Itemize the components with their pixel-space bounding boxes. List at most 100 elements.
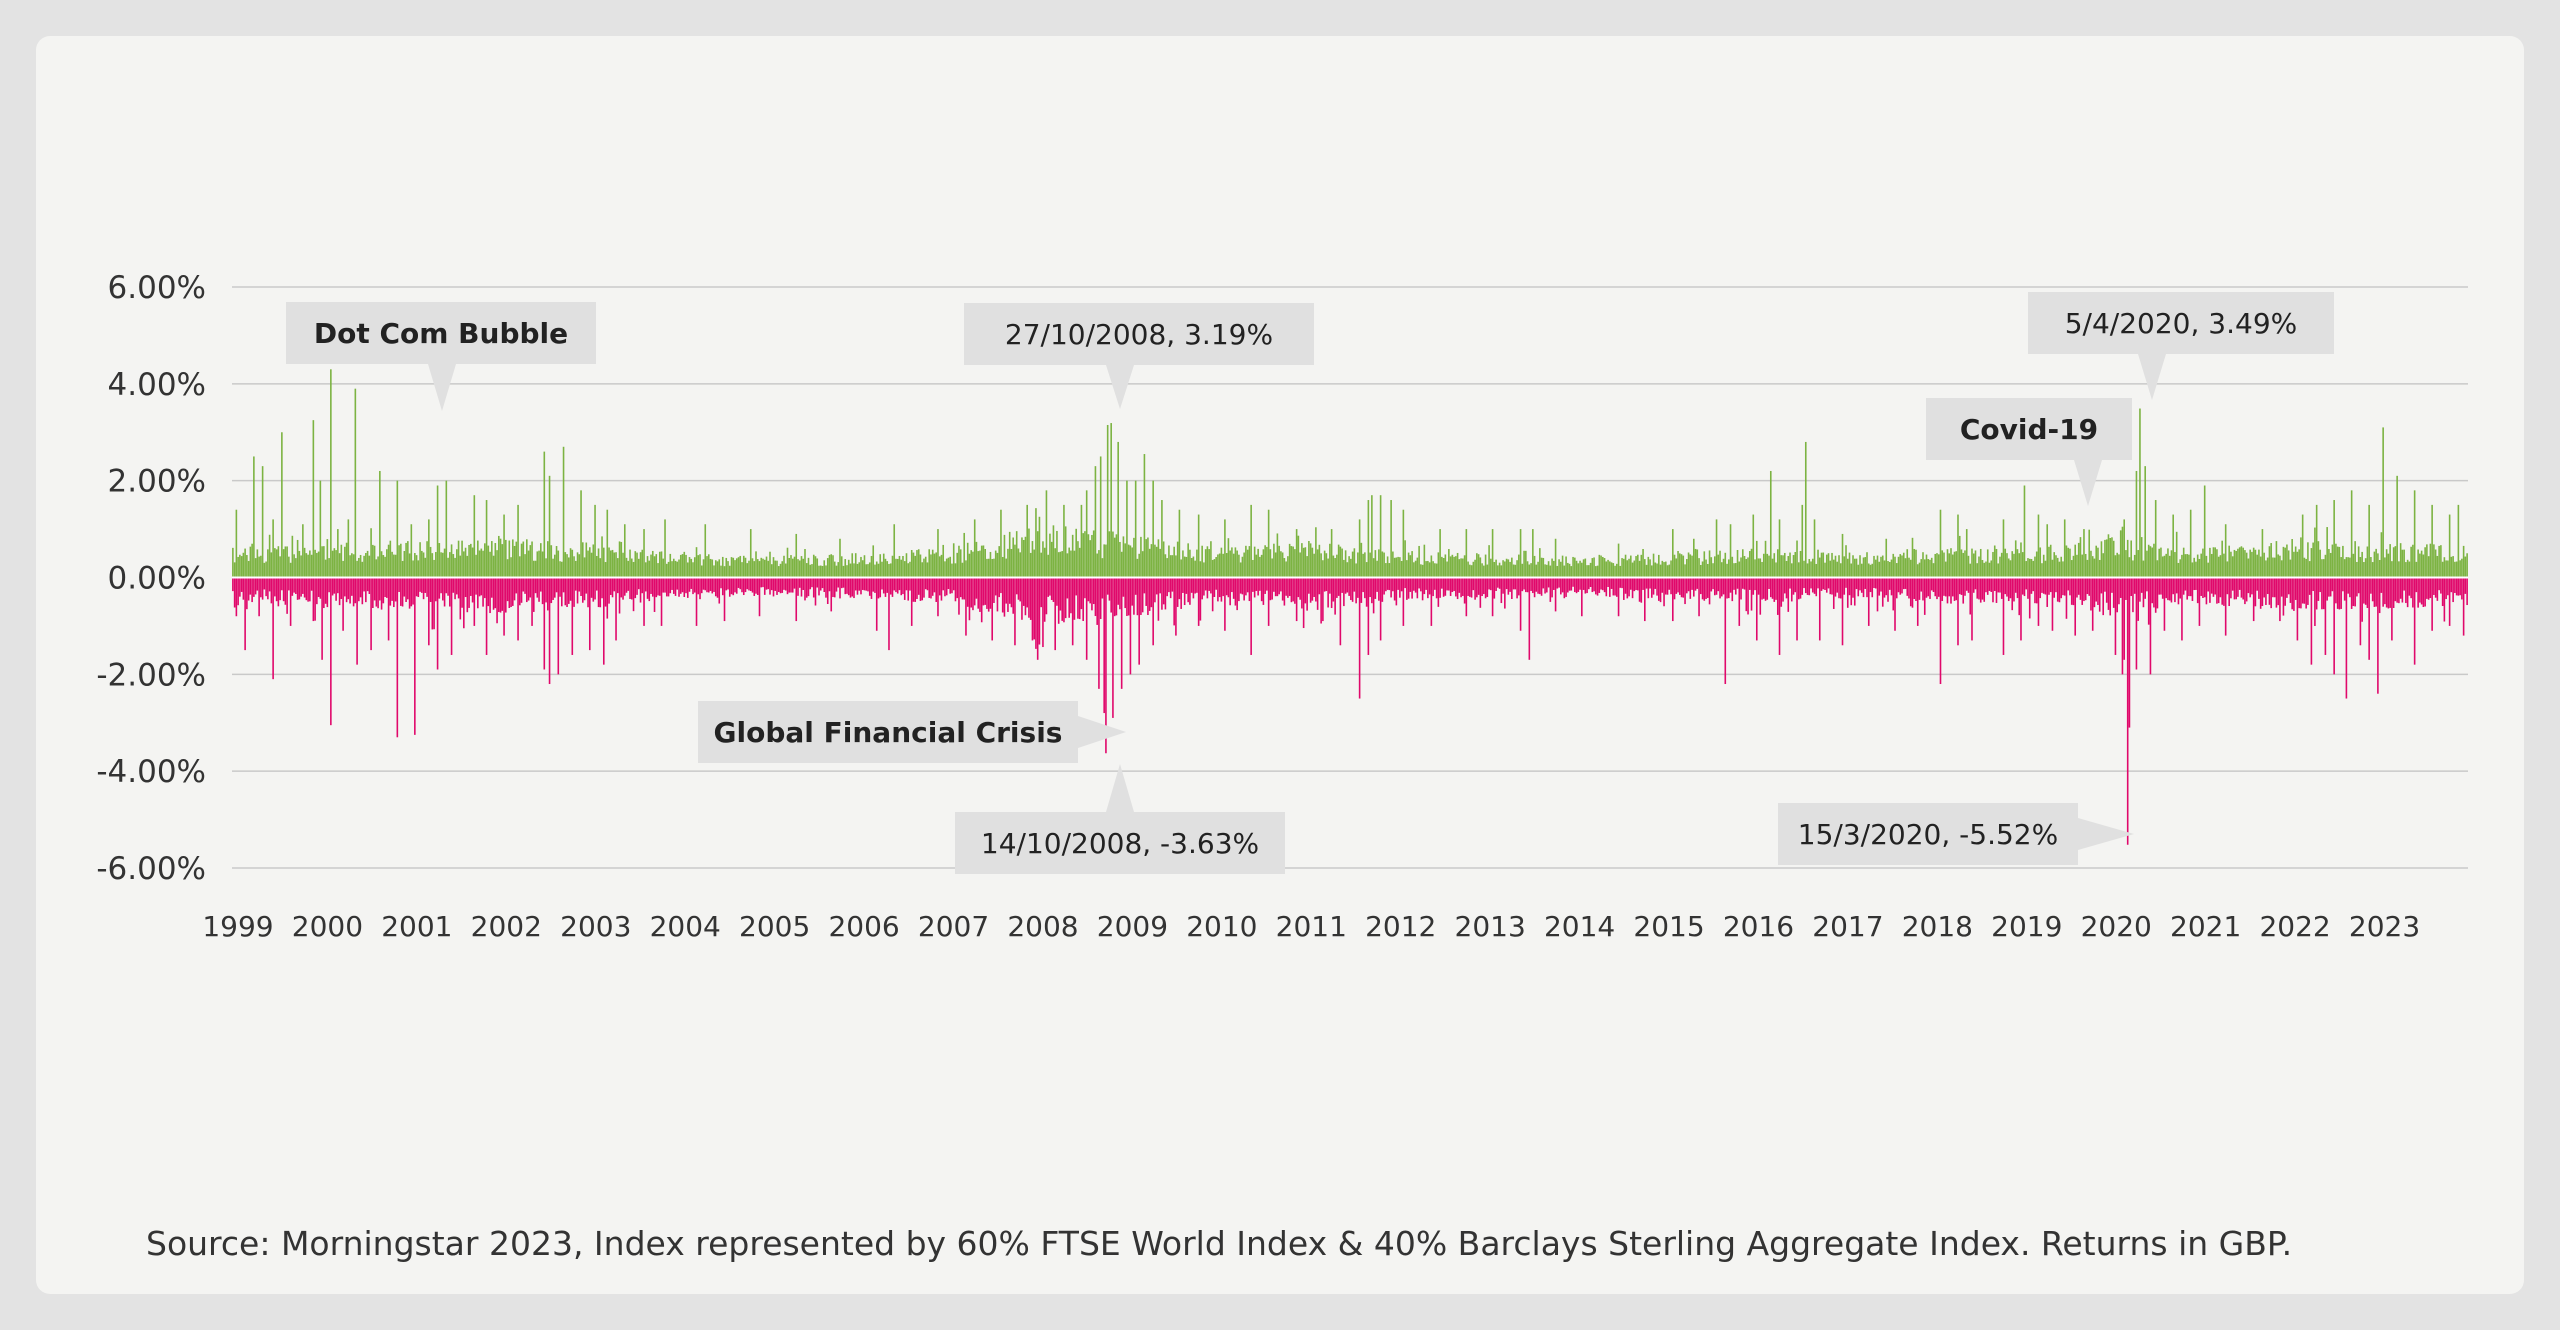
gain-bar: [331, 550, 334, 578]
gain-bar: [398, 545, 400, 578]
loss-bar: [2378, 577, 2381, 614]
loss-bar: [979, 577, 981, 612]
gain-bar: [1652, 553, 1655, 578]
loss-bar: [2419, 577, 2421, 603]
gain-bar: [870, 555, 873, 578]
gain-bar: [1675, 558, 1678, 578]
loss-bar: [1948, 577, 1951, 597]
loss-bar: [1530, 577, 1532, 591]
loss-bar: [1231, 577, 1233, 593]
gain-bar: [2270, 543, 2272, 578]
loss-bar: [1451, 577, 1454, 593]
loss-bar: [2342, 577, 2344, 592]
gain-bar: [470, 543, 472, 578]
gain-bar: [2321, 559, 2323, 578]
loss-bar: [557, 577, 560, 675]
loss-bar: [1929, 577, 1931, 599]
loss-bar: [907, 577, 910, 601]
loss-bar: [2133, 577, 2136, 594]
loss-bar: [239, 577, 241, 597]
loss-bar: [363, 577, 365, 592]
gain-bar: [2380, 532, 2383, 578]
gain-bar: [2195, 561, 2197, 578]
loss-bar: [2182, 577, 2185, 595]
loss-bar: [2237, 577, 2239, 597]
gain-bar: [993, 558, 995, 578]
loss-bar: [917, 577, 920, 595]
loss-bar: [286, 577, 288, 614]
gain-bar: [394, 554, 397, 578]
loss-bar: [1374, 577, 1377, 599]
loss-bar: [2032, 577, 2035, 592]
gain-bar: [881, 561, 883, 578]
loss-bar: [2151, 577, 2153, 604]
loss-bar: [1227, 577, 1230, 598]
loss-bar: [2049, 577, 2052, 593]
gain-bar: [721, 556, 724, 578]
gain-bar: [326, 539, 329, 578]
loss-bar: [1668, 577, 1671, 590]
gain-bar: [293, 554, 295, 578]
gain-bar: [758, 561, 761, 578]
loss-bar: [412, 577, 414, 605]
gain-bar: [370, 528, 372, 578]
loss-bar: [889, 577, 892, 595]
loss-bar: [1602, 577, 1604, 591]
loss-bar: [795, 577, 798, 622]
gain-bar: [1913, 548, 1916, 578]
loss-bar: [2308, 577, 2311, 595]
loss-bar: [735, 577, 738, 594]
loss-bar: [1964, 577, 1966, 596]
gain-bar: [1832, 559, 1835, 578]
loss-bar: [1178, 577, 1181, 600]
loss-bar: [1512, 577, 1515, 590]
gain-bar: [1199, 561, 1202, 578]
loss-bar: [394, 577, 397, 602]
gain-bar: [2083, 529, 2085, 578]
loss-bar: [1665, 577, 1667, 595]
gain-bar: [1750, 548, 1753, 578]
gain-bar: [1794, 551, 1797, 578]
gain-bar: [302, 524, 304, 578]
gain-bar: [2237, 548, 2239, 578]
loss-bar: [1470, 577, 1473, 598]
loss-bar: [1488, 577, 1490, 590]
gain-bar: [1061, 551, 1063, 578]
gain-bar: [384, 556, 386, 578]
loss-bar: [613, 577, 616, 592]
loss-bar: [1560, 577, 1562, 595]
loss-bar: [732, 577, 735, 596]
loss-bar: [2319, 577, 2321, 593]
annotation-label: 14/10/2008, -3.63%: [981, 827, 1259, 860]
gain-bar: [1360, 542, 1363, 578]
gain-bar: [522, 541, 525, 578]
gain-bar: [1250, 504, 1252, 578]
gain-bar: [1519, 529, 1522, 578]
gain-bar: [2170, 550, 2173, 578]
gain-bar: [2044, 560, 2047, 578]
loss-bar: [2114, 577, 2117, 655]
gain-bar: [2000, 552, 2003, 578]
loss-bar: [2014, 577, 2017, 593]
loss-bar: [909, 577, 911, 591]
loss-bar: [1369, 577, 1371, 598]
loss-bar: [567, 577, 570, 604]
gain-bar: [706, 556, 708, 578]
gain-bar: [450, 544, 453, 578]
gain-bar: [440, 552, 442, 578]
gain-bar: [791, 558, 794, 578]
loss-bar: [1666, 577, 1669, 595]
gain-bar: [2242, 547, 2244, 578]
loss-bar: [2366, 577, 2369, 608]
gain-bar: [456, 549, 458, 578]
gain-bar: [2079, 537, 2082, 578]
loss-bar: [485, 577, 488, 655]
loss-bar: [2466, 577, 2468, 606]
loss-bar: [832, 577, 834, 598]
loss-bar: [711, 577, 714, 594]
gain-bar: [2077, 542, 2080, 578]
gain-bar: [746, 563, 749, 578]
x-tick-label: 1999: [202, 910, 273, 943]
loss-bar: [749, 577, 752, 592]
gain-bar: [1736, 550, 1739, 578]
